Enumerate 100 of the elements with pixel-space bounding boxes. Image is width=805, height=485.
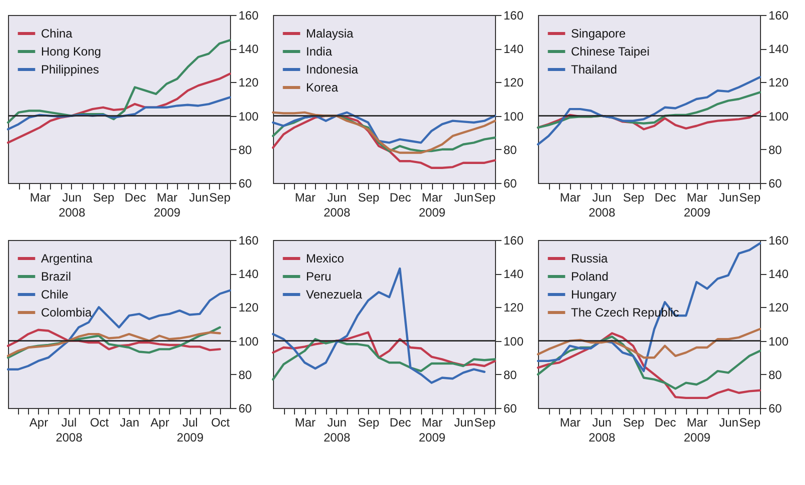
y-tick-label: 160 (504, 234, 524, 248)
y-tick-label: 160 (238, 234, 259, 248)
x-tick-label: Jun 2008 (58, 190, 86, 220)
legend-label: Mexico (306, 252, 344, 266)
x-tick-label: Mar (294, 190, 316, 204)
y-tick-label: 120 (238, 76, 259, 90)
x-tick-label: Dec (390, 190, 412, 204)
y-tick-label: 140 (504, 42, 524, 56)
x-tick-label: Mar (294, 416, 316, 430)
y-tick-label: 140 (768, 267, 789, 282)
x-tick-label: Apr (150, 416, 170, 430)
line-series (536, 91, 762, 129)
x-tick-label: Sep (209, 190, 231, 204)
line-series (272, 114, 496, 169)
x-tick-label: Sep (739, 416, 761, 430)
legend-label: Chinese Taipei (571, 44, 650, 58)
x-tick-label: Sep (622, 190, 645, 204)
x-tick-label: Dec (124, 190, 146, 204)
line-series (6, 39, 232, 124)
x-tick-label: Jul 2009 (176, 416, 204, 444)
y-tick-label: 120 (504, 76, 524, 90)
legend-label: Colombia (41, 306, 92, 320)
y-tick-label: 140 (238, 42, 259, 56)
x-tick-label: Jun (719, 416, 738, 430)
x-tick-label: Dec (654, 190, 676, 204)
y-tick-label: 100 (504, 109, 524, 124)
x-tick-label: Jun 2008 (588, 190, 616, 220)
x-tick-label: Jun 2008 (324, 416, 351, 444)
y-tick-label: 140 (504, 267, 524, 282)
y-tick-label: 100 (238, 334, 259, 348)
x-tick-label: Mar 2009 (418, 190, 446, 220)
line-series (6, 96, 232, 130)
y-tick-label: 80 (238, 368, 252, 382)
x-tick-label: Oct (90, 416, 110, 430)
x-tick-label: Apr (29, 416, 48, 430)
legend-label: Chile (41, 288, 69, 302)
line-series (6, 326, 222, 359)
x-tick-label: Jan (120, 416, 140, 430)
legend-label: China (41, 26, 73, 40)
y-tick-label: 80 (504, 368, 518, 382)
x-tick-label: Jun 2008 (588, 416, 616, 444)
legend-label: Hong Kong (41, 44, 102, 58)
y-tick-label: 120 (238, 300, 259, 315)
legend-label: Korea (306, 80, 338, 94)
y-tick-label: 160 (768, 8, 789, 22)
line-series (272, 331, 496, 368)
line-series (6, 328, 222, 352)
y-tick-label: 60 (504, 176, 518, 190)
legend-label: Indonesia (306, 62, 358, 76)
x-tick-label: Mar 2009 (684, 416, 711, 444)
x-tick-label: Sep (474, 416, 496, 430)
legend-label: India (306, 44, 332, 58)
x-tick-label: Jun (719, 190, 738, 204)
y-tick-label: 100 (768, 109, 789, 124)
y-tick-label: 160 (238, 8, 259, 22)
x-tick-label: Mar 2009 (684, 190, 711, 220)
x-tick-label: Jun (454, 416, 474, 430)
legend-label: Argentina (41, 252, 93, 266)
legend-label: Peru (306, 270, 332, 284)
y-tick-label: 160 (768, 234, 789, 248)
x-tick-label: Sep (358, 190, 380, 204)
y-tick-label: 60 (768, 176, 782, 190)
x-tick-label: Jun (454, 190, 474, 204)
line-series (272, 338, 496, 381)
y-tick-label: 80 (238, 142, 252, 157)
line-series (6, 289, 232, 370)
line-series (536, 76, 762, 146)
y-tick-label: 120 (768, 76, 789, 90)
x-tick-label: Mar 2009 (154, 190, 181, 220)
x-tick-label: Oct (211, 416, 230, 430)
x-tick-label: Mar (560, 190, 581, 204)
y-tick-label: 140 (238, 267, 259, 282)
y-tick-label: 100 (238, 109, 259, 124)
x-tick-label: Sep (358, 416, 380, 430)
legend-label: Philippines (41, 62, 100, 76)
line-series (6, 331, 222, 358)
x-tick-label: Jun 2008 (324, 190, 351, 220)
legend-label: Russia (571, 252, 608, 266)
line-series (272, 111, 496, 144)
x-tick-label: Sep (739, 190, 761, 204)
y-tick-label: 120 (504, 300, 524, 315)
legend-label: Singapore (571, 26, 626, 40)
legend-label: Venezuela (306, 288, 362, 302)
x-tick-label: Mar 2009 (418, 416, 446, 444)
y-tick-label: 60 (768, 402, 782, 416)
legend-label: Poland (571, 270, 608, 284)
x-tick-label: Mar (30, 190, 51, 204)
legend-label: Hungary (571, 288, 616, 302)
line-series (536, 336, 762, 390)
x-tick-label: Mar (560, 416, 581, 430)
x-tick-label: Sep (474, 190, 496, 204)
legend-label: Brazil (41, 270, 72, 284)
y-tick-label: 80 (768, 368, 782, 382)
x-tick-label: Sep (92, 190, 115, 204)
x-tick-label: Dec (390, 416, 412, 430)
x-tick-label: Jun (189, 190, 208, 204)
y-tick-label: 60 (504, 402, 518, 416)
line-series (272, 267, 486, 384)
x-tick-label: Sep (622, 416, 645, 430)
y-tick-label: 120 (768, 300, 789, 315)
